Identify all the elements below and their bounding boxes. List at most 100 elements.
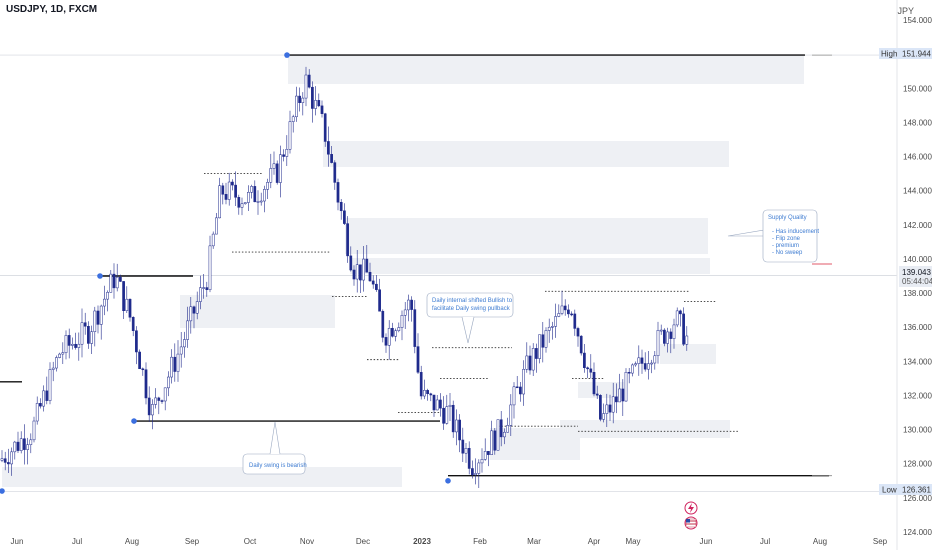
candle-body <box>467 448 471 469</box>
candle-body <box>93 310 97 332</box>
candle-body <box>122 281 125 312</box>
candle-body <box>285 149 289 157</box>
candle-body <box>39 403 42 407</box>
candle-body <box>263 189 266 202</box>
candle-body <box>394 330 397 337</box>
note-supply-line-3: - premium <box>772 243 799 249</box>
candle-body <box>304 74 308 99</box>
candle-body <box>448 404 452 407</box>
candle-body <box>179 346 183 355</box>
note-internal-line-0: Daily internal shifted Bullish to <box>432 298 513 304</box>
y-tick-label: 128.000 <box>903 460 932 469</box>
candle-body <box>397 327 401 331</box>
candle-body <box>237 197 241 208</box>
candle-body <box>499 419 503 438</box>
high-label: High <box>881 50 897 59</box>
candle-body <box>170 356 173 378</box>
candle-body <box>375 283 378 290</box>
candle-body <box>314 100 317 109</box>
candle-body <box>672 324 676 339</box>
zone-9 <box>560 420 730 438</box>
y-tick-label: 142.000 <box>903 221 932 230</box>
candle-body <box>90 331 93 344</box>
candle-body <box>211 233 215 247</box>
swing-point-marker <box>0 488 5 494</box>
candle-body <box>51 367 55 370</box>
candle-body <box>426 390 429 395</box>
candle-body <box>16 441 20 451</box>
y-tick-label: 136.000 <box>903 323 932 332</box>
candle-body <box>195 301 199 314</box>
zone-4 <box>180 295 335 328</box>
candle-body <box>567 309 570 315</box>
candle-body <box>461 439 465 454</box>
candle-body <box>525 355 529 370</box>
x-tick-label: Apr <box>588 537 601 546</box>
candle-body <box>557 313 561 317</box>
us-flag-event-icon[interactable] <box>684 516 698 530</box>
candle-body <box>647 363 650 370</box>
candle-body <box>531 348 535 371</box>
candle-body <box>83 322 87 327</box>
candle-body <box>419 372 423 397</box>
note-supply-line-2: - Flip zone <box>772 236 801 242</box>
candle-body <box>589 368 593 373</box>
y-tick-label: 150.000 <box>903 84 932 93</box>
candle-body <box>173 356 177 372</box>
candle-body <box>64 335 68 353</box>
candle-body <box>384 337 388 346</box>
candle-body <box>669 331 673 339</box>
y-tick-label: 132.000 <box>903 391 932 400</box>
candle-body <box>26 444 29 450</box>
lightning-event-icon[interactable] <box>684 501 698 515</box>
candle-body <box>48 369 52 401</box>
candle-body <box>599 395 602 420</box>
candle-body <box>391 327 394 337</box>
time-axis[interactable]: Jun Jul Aug Sep Oct Nov Dec 2023 Feb Mar Apr May Jun… <box>11 537 888 546</box>
candle-body <box>343 210 346 224</box>
candle-body <box>205 287 209 290</box>
candle-body <box>291 116 295 122</box>
swing-point-marker <box>131 418 137 424</box>
note-swing-line-0: Daily swing is bearish <box>249 463 307 469</box>
candle-body <box>307 74 311 88</box>
candle-body <box>538 334 541 359</box>
candle-body <box>682 313 685 345</box>
candle-body <box>403 309 407 316</box>
zone-0 <box>288 54 804 84</box>
candle-body <box>125 298 129 312</box>
candle-body <box>519 386 522 395</box>
candle-body <box>413 309 417 347</box>
y-tick-label: 124.000 <box>903 528 932 537</box>
candle-body <box>55 357 58 369</box>
candle-body <box>659 329 663 332</box>
candle-body <box>595 393 599 396</box>
candle-body <box>541 334 545 348</box>
candle-body <box>464 448 468 454</box>
candlestick-series <box>0 66 689 488</box>
candle-body <box>327 141 330 155</box>
note-supply-quality: Supply Quality - Has inducement - Flip z… <box>727 209 819 263</box>
candle-body <box>503 431 506 438</box>
y-tick-label: 134.000 <box>903 357 932 366</box>
candle-body <box>58 353 61 358</box>
swing-point-marker <box>284 52 290 58</box>
candle-body <box>151 404 154 416</box>
candle-body <box>298 95 301 103</box>
zone-2 <box>345 218 708 254</box>
candle-body <box>387 327 391 346</box>
currency-label: JPY <box>897 6 914 16</box>
candle-body <box>493 430 497 451</box>
candle-body <box>663 329 666 344</box>
candle-body <box>605 404 609 414</box>
price-axis[interactable]: 154.000152.000150.000148.000146.000144.0… <box>896 0 932 550</box>
x-tick-label: Dec <box>356 537 370 546</box>
swing-point-marker <box>445 478 451 484</box>
candle-body <box>429 393 433 396</box>
candle-body <box>576 328 580 337</box>
candle-body <box>160 400 164 402</box>
candle-body <box>637 357 641 364</box>
candle-body <box>544 330 548 348</box>
candle-body <box>272 163 276 169</box>
